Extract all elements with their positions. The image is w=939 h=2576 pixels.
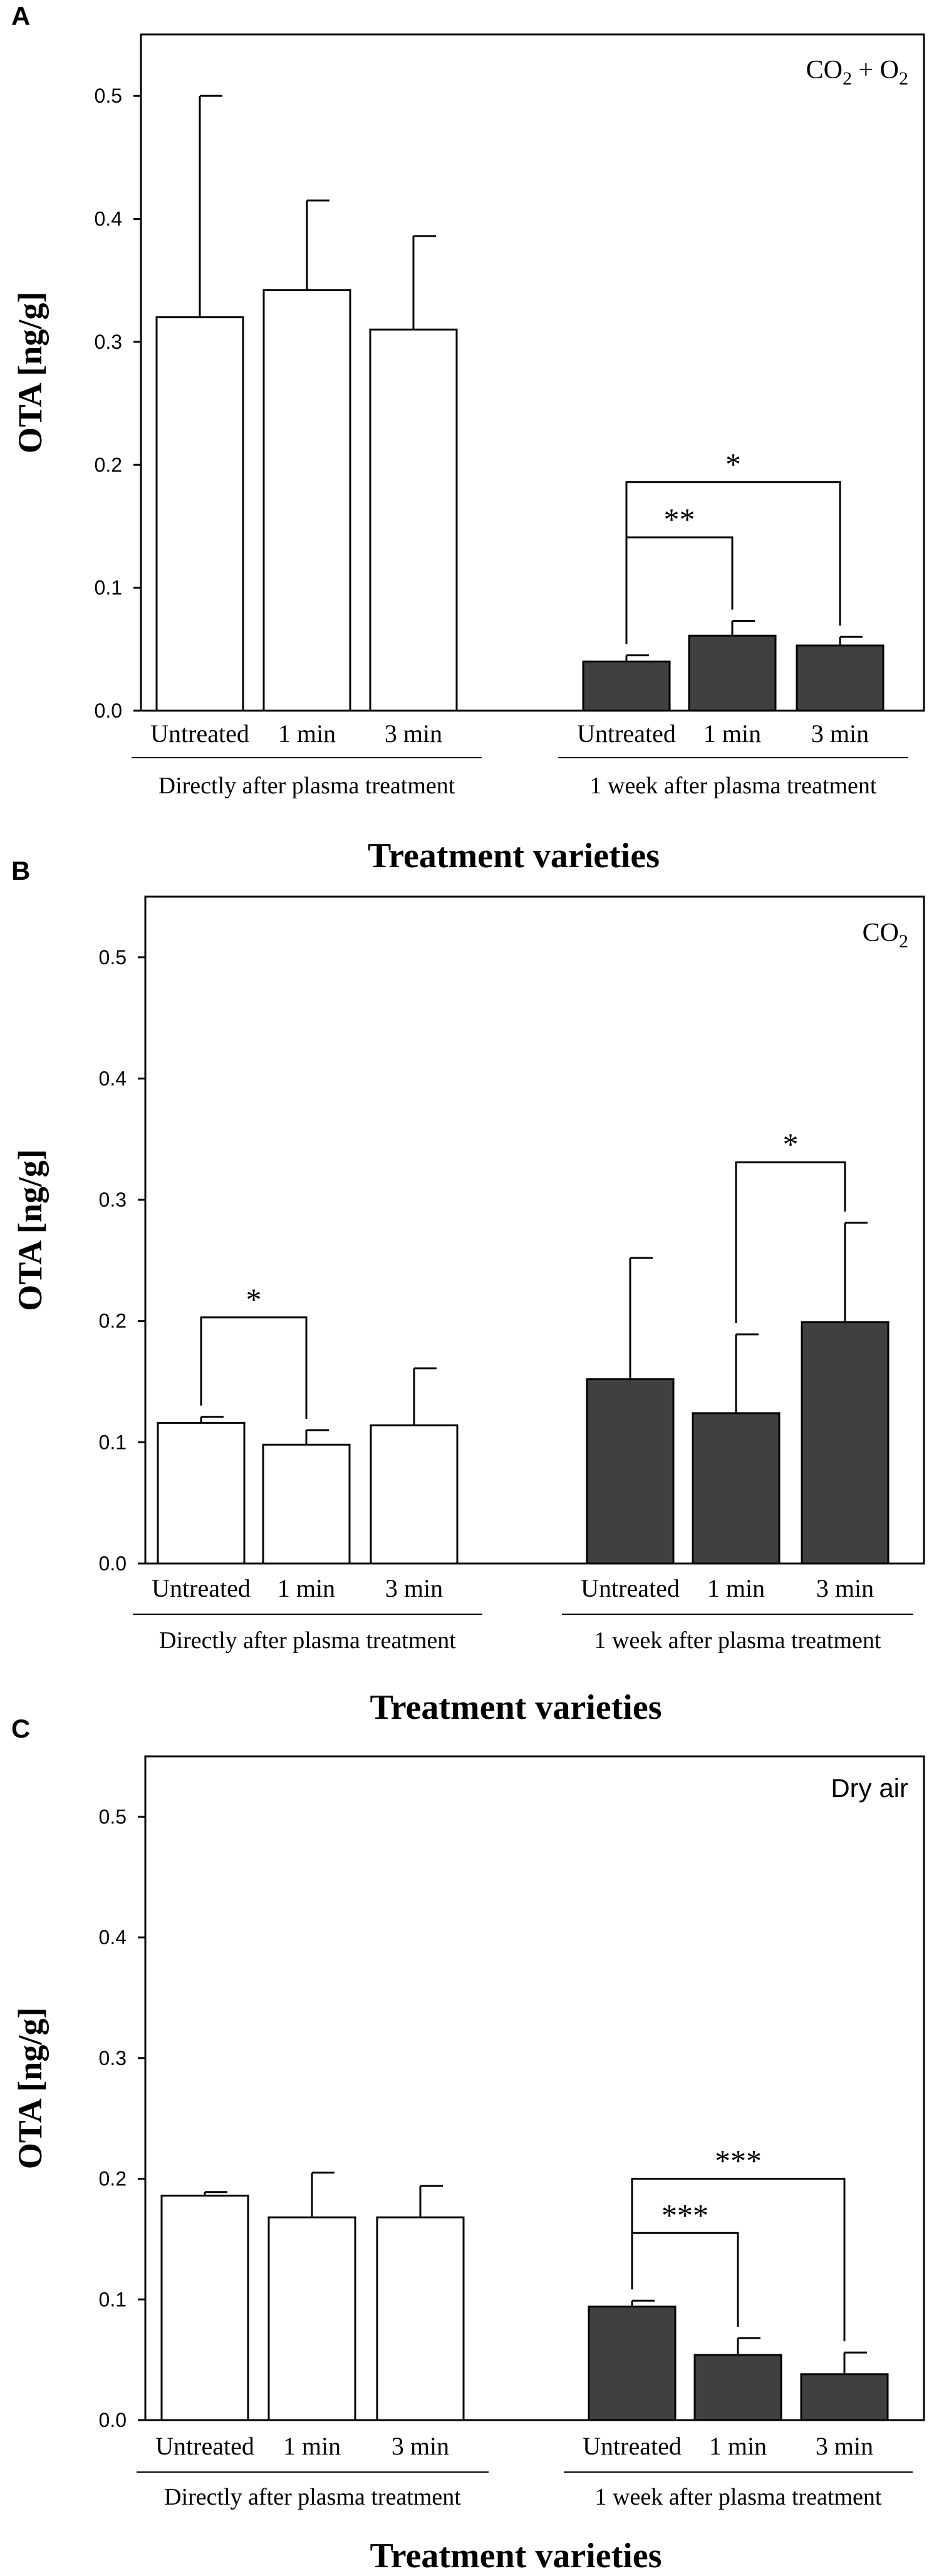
y-tick-label: 0.3	[99, 1188, 127, 1211]
bar	[369, 328, 458, 712]
x-axis-title: Treatment varieties	[370, 2537, 662, 2575]
category-label: 3 min	[385, 1574, 443, 1602]
bar	[160, 2195, 249, 2421]
group-label: Directly after plasma treatment	[158, 773, 455, 799]
group-label: Directly after plasma treatment	[159, 1627, 456, 1654]
plot-frame	[140, 33, 925, 712]
panel-b: B 0.0 0.1 0.2 0.3 0.4 0.5 OTA [ng/g] CO2 Untreate…	[11, 856, 925, 1727]
bar	[582, 660, 671, 712]
category-label: Untreated	[152, 1574, 251, 1602]
category-label: 3 min	[816, 2432, 873, 2460]
bar	[370, 1424, 459, 1565]
bar	[376, 2216, 465, 2421]
y-tick-label: 0.1	[99, 2288, 127, 2311]
y-tick-label: 0.3	[95, 331, 122, 353]
gas-label-rest: + O	[852, 56, 899, 85]
gas-label: CO2	[863, 919, 908, 952]
gas-label-main: Dry air	[831, 1773, 908, 1803]
y-tick-label: 0.4	[99, 1926, 127, 1949]
x-axis-title: Treatment varieties	[370, 1688, 662, 1727]
significance-bracket	[735, 1161, 846, 1324]
significance-label: ***	[661, 2197, 708, 2232]
category-label: 3 min	[385, 719, 442, 748]
gas-label: Dry air	[831, 1773, 908, 1803]
bar	[692, 1412, 781, 1565]
significance-bracket	[631, 2178, 846, 2342]
y-tick-label: 0.2	[99, 2168, 127, 2190]
bar	[588, 2306, 677, 2421]
gas-label: CO2 + O2	[806, 56, 908, 89]
category-label: 1 min	[278, 1574, 335, 1602]
bar	[267, 2216, 356, 2421]
y-tick-label: 0.2	[95, 453, 122, 476]
category-label: Untreated	[581, 1574, 680, 1602]
bar	[688, 634, 777, 712]
gas-label-main: CO	[863, 919, 899, 947]
significance-bracket	[625, 481, 841, 644]
significance-bracket	[200, 1316, 308, 1419]
significance-label: **	[664, 502, 695, 537]
significance-label: ***	[715, 2143, 762, 2178]
y-tick-label: 0.2	[99, 1310, 127, 1332]
y-axis-title: OTA [ng/g]	[11, 292, 49, 454]
y-tick-label: 0.4	[99, 1067, 127, 1090]
category-label: 1 min	[283, 2432, 341, 2460]
significance-bracket	[625, 536, 734, 644]
group-label: 1 week after plasma treatment	[595, 2484, 882, 2510]
bar	[157, 1421, 246, 1565]
gas-label-sub2: 2	[899, 68, 908, 89]
group-label: 1 week after plasma treatment	[594, 1627, 881, 1654]
category-label: Untreated	[577, 719, 676, 748]
group-label: Directly after plasma treatment	[164, 2484, 461, 2510]
y-tick-label: 0.1	[95, 577, 122, 599]
category-label: 3 min	[816, 1574, 874, 1602]
panel-label: A	[11, 1, 30, 31]
y-tick-label: 0.0	[95, 699, 122, 722]
bar	[693, 2354, 782, 2421]
bar	[262, 289, 351, 712]
y-axis-title: OTA [ng/g]	[11, 1149, 49, 1311]
category-label: 1 min	[278, 719, 336, 748]
y-tick-label: 0.0	[99, 2409, 127, 2431]
panel-label: C	[11, 1714, 30, 1743]
bar	[800, 2373, 889, 2421]
category-label: Untreated	[150, 719, 249, 748]
category-label: Untreated	[155, 2432, 254, 2460]
significance-label: *	[246, 1282, 262, 1317]
bar	[796, 644, 885, 712]
y-tick-label: 0.5	[99, 946, 127, 969]
category-label: Untreated	[583, 2432, 682, 2460]
gas-label-main: CO	[806, 56, 843, 85]
significance-label: *	[783, 1126, 799, 1162]
category-label: 1 min	[707, 1574, 765, 1602]
x-axis-title: Treatment varieties	[368, 837, 660, 875]
panel-c: C 0.0 0.1 0.2 0.3 0.4 0.5 OTA [ng/g] Dry air Untr…	[11, 1714, 925, 2575]
plot-frame	[144, 1755, 925, 2421]
group-label: 1 week after plasma treatment	[590, 773, 877, 799]
y-tick-label: 0.5	[95, 85, 122, 107]
bar	[155, 316, 244, 712]
bar	[801, 1321, 890, 1565]
gas-label-sub: 2	[843, 68, 852, 89]
y-tick-label: 0.5	[99, 1805, 127, 1828]
y-tick-label: 0.1	[99, 1431, 127, 1453]
category-label: 3 min	[392, 2432, 449, 2460]
bar	[262, 1443, 351, 1565]
y-tick-label: 0.0	[99, 1552, 127, 1575]
category-label: 1 min	[703, 719, 761, 748]
bar	[586, 1378, 675, 1565]
significance-label: *	[725, 446, 741, 482]
y-tick-label: 0.4	[95, 208, 122, 230]
category-label: 1 min	[709, 2432, 767, 2460]
plot-frame	[144, 895, 925, 1565]
y-axis-title: OTA [ng/g]	[11, 2007, 49, 2170]
gas-label-sub: 2	[899, 931, 908, 952]
panel-label: B	[11, 856, 30, 885]
y-tick-label: 0.3	[99, 2047, 127, 2069]
category-label: 3 min	[811, 719, 869, 748]
